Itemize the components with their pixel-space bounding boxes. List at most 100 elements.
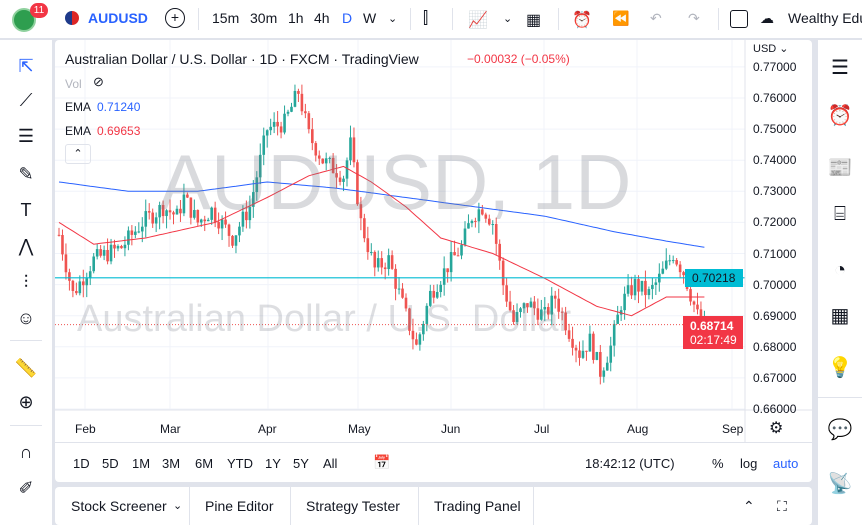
chart-canvas[interactable] <box>55 40 812 482</box>
ruler-icon[interactable]: 📏 <box>14 358 38 378</box>
eye-hidden-icon[interactable]: ⊘ <box>93 74 104 89</box>
tab-trading-panel[interactable]: Trading Panel <box>434 498 521 514</box>
candle-up <box>78 281 82 294</box>
candle-down <box>682 272 685 276</box>
tab-strategy-tester[interactable]: Strategy Tester <box>306 498 400 514</box>
text-icon[interactable]: T <box>20 200 32 220</box>
interval-d[interactable]: D <box>342 10 353 26</box>
interval-4h[interactable]: 4h <box>314 10 330 26</box>
candle-up <box>342 178 345 182</box>
range-ytd[interactable]: YTD <box>227 456 253 471</box>
candle-down <box>630 285 633 296</box>
expand-panel-icon[interactable]: ⌃ <box>743 498 755 514</box>
news-icon[interactable]: 📰 <box>827 157 853 179</box>
candle-up <box>269 126 272 131</box>
layout-name[interactable]: Wealthy Edu <box>788 10 862 26</box>
zoom-icon[interactable]: ⊕ <box>18 392 34 412</box>
candle-up <box>422 323 425 335</box>
cursor-icon[interactable]: ⇱ <box>18 56 34 76</box>
chart-panel[interactable]: AUDUSD, 1D Australian Dollar / U.S. Doll… <box>55 40 812 482</box>
candle-down <box>474 220 477 222</box>
candle-up <box>640 280 644 292</box>
interval-1h[interactable]: 1h <box>288 10 304 26</box>
indicators-icon[interactable]: 📈 <box>468 12 488 29</box>
alert-icon[interactable]: ⏰ <box>572 12 592 29</box>
candle-down <box>130 230 134 235</box>
percent-toggle[interactable]: % <box>712 456 724 471</box>
auto-toggle[interactable]: auto <box>773 456 799 471</box>
collapse-legend-button[interactable]: ⌃ <box>65 144 91 164</box>
fib-icon[interactable]: ☰ <box>17 126 35 146</box>
pattern-icon[interactable]: ⋀ <box>18 236 34 256</box>
brush-icon[interactable]: ✎ <box>18 164 34 184</box>
candle-down <box>224 219 227 225</box>
candles-icon[interactable]: ⫿ <box>423 10 429 27</box>
candle-down <box>390 255 394 269</box>
chevron-down-icon[interactable]: ⌄ <box>388 13 398 25</box>
price-tick: 0.67000 <box>753 370 797 385</box>
price-tick: 0.74000 <box>753 153 797 168</box>
candle-up <box>116 245 120 249</box>
replay-icon[interactable]: ⏪ <box>612 10 630 26</box>
watchlist-icon[interactable]: ☰ <box>831 57 849 79</box>
tab-stock-screener[interactable]: Stock Screener <box>71 498 167 514</box>
calendar-icon[interactable]: ▦ <box>830 305 850 327</box>
range-1m[interactable]: 1M <box>132 456 151 471</box>
candle-down <box>401 288 404 298</box>
bottom-panel: Stock Screener ⌄ Pine Editor Strategy Te… <box>55 487 812 525</box>
time-tick: Jul <box>534 422 550 436</box>
redo-icon[interactable]: ↷ <box>688 10 700 26</box>
maximize-icon[interactable]: ⛶ <box>777 498 787 514</box>
price-tick: 0.70000 <box>753 277 797 292</box>
candle-up <box>290 106 293 112</box>
log-toggle[interactable]: log <box>740 456 758 471</box>
candle-up <box>647 289 651 296</box>
fullscreen-square-icon[interactable] <box>730 10 748 28</box>
layout-icon[interactable]: ▦ <box>526 12 542 29</box>
price-tick: 0.68000 <box>753 339 797 354</box>
tab-pine-editor[interactable]: Pine Editor <box>205 498 274 514</box>
candle-down <box>161 205 165 217</box>
date-range-icon[interactable]: 📅 <box>373 454 391 470</box>
candle-up <box>210 207 213 220</box>
settings-gear-icon[interactable]: ⚙ <box>769 420 784 437</box>
candle-up <box>252 192 255 207</box>
range-1y[interactable]: 1Y <box>265 456 281 471</box>
add-note-icon[interactable]: ⌸ <box>834 203 846 225</box>
candle-up <box>623 293 626 311</box>
range-5d[interactable]: 5D <box>102 456 119 471</box>
candle-up <box>522 303 526 309</box>
candle-up <box>370 251 373 253</box>
candle-up <box>609 345 613 363</box>
trend-line-icon[interactable]: ⟋ <box>19 90 33 110</box>
chat-icon[interactable]: 💬 <box>827 419 853 441</box>
interval-15m[interactable]: 15m <box>212 10 240 26</box>
chevron-down-icon[interactable]: ⌄ <box>173 500 183 512</box>
hotlist-icon[interactable]: ◔ <box>833 259 847 281</box>
interval-30m[interactable]: 30m <box>250 10 278 26</box>
add-symbol-icon[interactable]: + <box>165 8 185 28</box>
alarm-clock-icon[interactable]: ⏰ <box>827 105 853 127</box>
currency-select[interactable]: USD ⌄ <box>753 43 789 55</box>
candle-down <box>366 238 370 253</box>
symbol-search[interactable]: AUDUSD <box>88 10 148 26</box>
range-5y[interactable]: 5Y <box>293 456 309 471</box>
chevron-down-icon[interactable]: ⌄ <box>503 13 513 25</box>
lock-draw-icon[interactable]: ✐ <box>18 478 34 498</box>
candle-down <box>501 260 505 286</box>
candle-up <box>238 226 241 236</box>
candle-down <box>352 137 356 163</box>
range-1d[interactable]: 1D <box>73 456 90 471</box>
emoji-icon[interactable]: ☺ <box>16 308 36 328</box>
range-all[interactable]: All <box>323 456 338 471</box>
ema-blue-line <box>58 181 705 248</box>
range-6m[interactable]: 6M <box>195 456 214 471</box>
undo-icon[interactable]: ↶ <box>650 10 662 26</box>
prediction-icon[interactable]: ⫶ <box>23 272 29 292</box>
range-3m[interactable]: 3M <box>162 456 181 471</box>
ideas-bulb-icon[interactable]: 💡 <box>827 357 853 379</box>
streams-icon[interactable]: 📡 <box>827 473 853 495</box>
cloud-icon[interactable]: ☁ <box>760 10 774 26</box>
interval-w[interactable]: W <box>363 10 377 26</box>
magnet-icon[interactable]: ∩ <box>19 442 33 462</box>
